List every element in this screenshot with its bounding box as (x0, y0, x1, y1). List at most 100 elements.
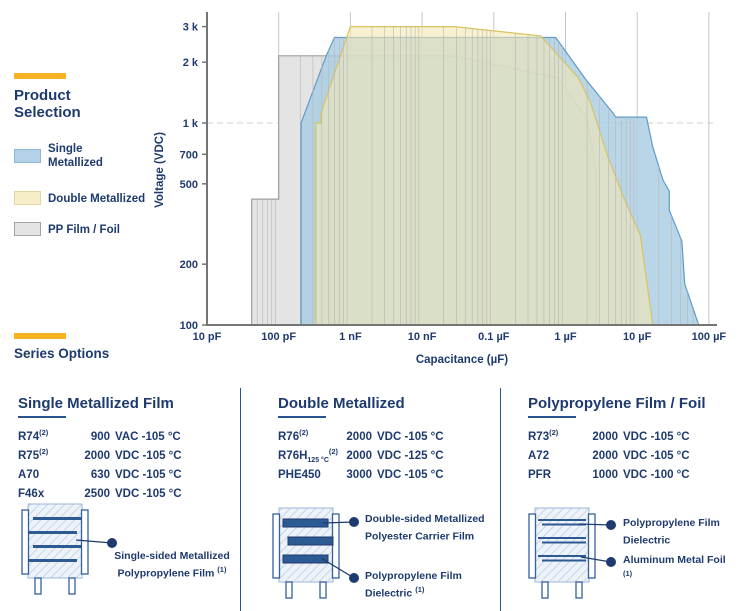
column-polypropylene-film-foil: Polypropylene Film / Foil R73(2) 2000 VD… (500, 388, 751, 611)
table-row: R73(2) 2000 VDC -105 °C (528, 427, 751, 446)
capacitor-diagram-film-foil: Polypropylene Film Dielectric Aluminum M… (526, 500, 751, 611)
footnote-marker: (2) (549, 427, 559, 437)
voltage-rating: 900 (90, 430, 110, 443)
column-double-metallized: Double Metallized R76(2) 2000 VDC -105 °… (240, 388, 500, 611)
title-underline (278, 416, 326, 418)
series-name: R74 (18, 430, 40, 443)
rating-unit: VDC -105 °C (623, 449, 690, 462)
footnote-marker: (1) (623, 569, 633, 578)
legend-swatch-double-metallized (14, 191, 41, 205)
series-name: PFR (528, 468, 551, 481)
series-name: A70 (18, 468, 40, 481)
x-tick-label: 0.1 µF (478, 331, 510, 343)
series-name: R76H (278, 449, 308, 462)
y-axis-title: Voltage (VDC) (154, 132, 166, 208)
voltage-rating: 2000 (592, 449, 618, 462)
voltage-rating: 2000 (346, 430, 372, 443)
rating-unit: VDC -105 °C (115, 449, 182, 462)
series-table: R74(2) 900 VAC -105 °C R75(2) 2000 VDC -… (18, 427, 240, 503)
product-selection-title: Product Selection (14, 87, 81, 121)
callout-dot (349, 573, 359, 583)
series-name: PHE450 (278, 468, 321, 481)
rating-unit: VDC -105 °C (377, 468, 444, 481)
footnote-marker: 125 °C (307, 457, 329, 465)
table-title: Polypropylene Film / Foil (528, 395, 706, 412)
table-row: A70 630 VDC -105 °C (18, 465, 240, 484)
legend-label-double-metallized: Double Metallized (48, 193, 146, 205)
rating-unit: VDC -100 °C (623, 468, 690, 481)
y-tick-label: 500 (180, 179, 198, 191)
callout-label: Single-sided Metallized Polypropylene Fi… (114, 550, 230, 580)
x-tick-label: 10 µF (623, 331, 652, 343)
legend-label-pp-film-foil: PP Film / Foil (48, 224, 120, 236)
rating-unit: VAC -105 °C (115, 430, 181, 443)
legend-swatch-pp-film-foil (14, 222, 41, 236)
rating-unit: VDC -125 °C (377, 449, 444, 462)
voltage-rating: 2500 (84, 487, 110, 500)
callout-label: Polypropylene Film Dielectric (623, 517, 720, 547)
callout-label: Aluminum Metal Foil (1) (623, 554, 726, 578)
footnote-marker: (2) (39, 427, 49, 437)
series-options-section: Single Metallized Film R74(2) 900 VAC -1… (0, 388, 751, 611)
voltage-rating: 3000 (346, 468, 372, 481)
rating-unit: VDC -105 °C (377, 430, 444, 443)
footnote-marker: (1) (217, 565, 227, 574)
footnote-marker: (2) (328, 446, 339, 456)
region-double-metallized (315, 26, 654, 326)
footnote-marker: (1) (415, 585, 425, 594)
table-row: A72 2000 VDC -105 °C (528, 446, 751, 465)
series-name: R73 (528, 430, 550, 443)
callout-dot (606, 520, 616, 530)
capacitor-cross-section (21, 503, 117, 595)
x-tick-label: 10 nF (408, 331, 437, 343)
callout-dot (606, 557, 616, 567)
y-tick-label: 1 k (183, 118, 199, 130)
title-underline (528, 416, 576, 418)
y-tick-label: 3 k (183, 22, 199, 34)
series-options-title: Series Options (14, 346, 110, 361)
capacitor-cross-section (272, 507, 359, 599)
title-underline (18, 416, 66, 418)
x-tick-label: 100 µF (692, 331, 727, 343)
table-row: PHE450 3000 VDC -105 °C (278, 465, 500, 484)
voltage-rating: 630 (90, 468, 110, 481)
series-name: A72 (528, 449, 550, 462)
series-name: R76 (278, 430, 300, 443)
callout-label: Polypropylene Film Dielectric (1) (365, 570, 462, 600)
series-name: F46x (18, 487, 45, 500)
table-row: PFR 1000 VDC -100 °C (528, 465, 751, 484)
series-name: R75 (18, 449, 40, 462)
capacitor-diagram-double-metallized: Double-sided Metallized Polyester Carrie… (261, 500, 501, 611)
series-table: R76(2) 2000 VDC -105 °C R76H125 °C(2) 20… (278, 427, 500, 484)
footnote-marker: (2) (299, 427, 309, 437)
legend-label-single-metallized: Single Metallized (48, 143, 103, 169)
table-row: R76H125 °C(2) 2000 VDC -125 °C (278, 446, 500, 465)
y-tick-label: 700 (180, 149, 198, 161)
rating-unit: VDC -105 °C (115, 468, 182, 481)
legend-swatch-single-metallized (14, 149, 41, 163)
table-title: Single Metallized Film (18, 395, 174, 412)
x-tick-label: 1 µF (554, 331, 577, 343)
voltage-rating: 2000 (592, 430, 618, 443)
x-axis-title: Capacitance (µF) (416, 354, 508, 366)
table-row: R74(2) 900 VAC -105 °C (18, 427, 240, 446)
callout-label: Double-sided Metallized Polyester Carrie… (365, 513, 485, 543)
callout-dot (349, 517, 359, 527)
rating-unit: VDC -105 °C (115, 487, 182, 500)
table-title: Double Metallized (278, 395, 405, 412)
table-row: F46x 2500 VDC -105 °C (18, 484, 240, 503)
table-row: R75(2) 2000 VDC -105 °C (18, 446, 240, 465)
callout-dot (107, 538, 117, 548)
capacitor-cross-section (528, 507, 616, 599)
y-tick-label: 100 (180, 320, 198, 332)
capacitor-diagram-single-metallized: Single-sided Metallized Polypropylene Fi… (14, 498, 254, 610)
voltage-rating: 2000 (346, 449, 372, 462)
gold-accent-bar (14, 333, 66, 339)
rating-unit: VDC -105 °C (623, 430, 690, 443)
footnote-marker: (2) (39, 446, 49, 456)
gold-accent-bar (14, 73, 66, 79)
column-single-metallized-film: Single Metallized Film R74(2) 900 VAC -1… (0, 388, 240, 611)
y-tick-label: 200 (180, 259, 198, 271)
